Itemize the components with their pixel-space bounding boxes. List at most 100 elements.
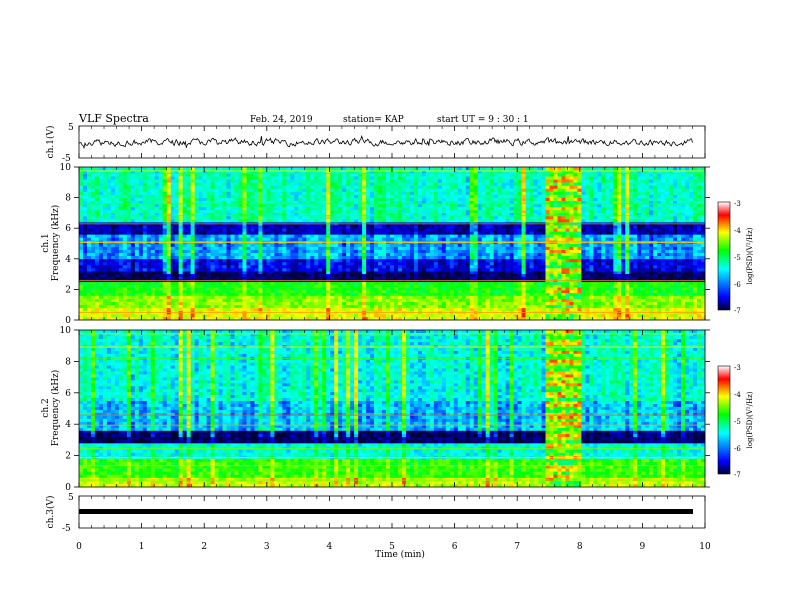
ch1-spectrogram-cell [266, 313, 271, 318]
ch1-spectrogram-cell [489, 298, 494, 302]
ch1-spectrogram-cell [114, 281, 120, 285]
ch1-spectrogram-cell [326, 287, 331, 291]
ch1-spectrogram-cell [162, 292, 168, 296]
ch1-spectrogram-cell [334, 271, 339, 275]
ch1-spectrogram-cell [533, 225, 538, 229]
ch1-spectrogram-cell [322, 225, 327, 229]
ch1-spectrogram-cell [609, 237, 614, 241]
ch1-spectrogram-cell [693, 271, 698, 275]
ch1-spectrogram-cell [246, 261, 251, 266]
ch1-spectrogram-cell [154, 290, 160, 294]
ch1-spectrogram-cell [573, 307, 578, 312]
ch1-spectrogram-cell [154, 234, 160, 238]
ch1-spectrogram-cell [102, 243, 108, 247]
ch1-spectrogram-cell [306, 252, 311, 257]
ch1-spectrogram-cell [405, 316, 411, 321]
ch1-spectrogram-cell [593, 276, 598, 280]
ch1-spectrogram-cell [250, 225, 255, 229]
ch1-spectrogram-cell [653, 243, 658, 247]
ch1-spectrogram-cell [401, 290, 407, 294]
ch1-spectrogram-cell [214, 252, 219, 257]
ch1-spectrogram-cell [354, 284, 359, 288]
ch1-spectrogram-cell [561, 281, 566, 285]
ch1-spectrogram-cell [457, 228, 463, 232]
ch1-spectrogram-cell [525, 246, 530, 250]
ch1-spectrogram-cell [230, 298, 235, 302]
ch1-spectrogram-cell [186, 313, 191, 318]
ch1-spectrogram-cell [649, 316, 654, 321]
ch1-spectrogram-cell [214, 261, 219, 266]
ch1-spectrogram-cell [102, 281, 108, 285]
ch1-spectrogram-cell [397, 252, 403, 257]
ch1-spectrogram-cell [214, 255, 219, 260]
ch1-spectrogram-cell [154, 231, 160, 235]
ch1-spectrogram-cell [517, 231, 522, 235]
ch1-spectrogram-cell [685, 295, 690, 299]
ch1-spectrogram-cell [657, 258, 662, 263]
ch1-spectrogram-cell [637, 255, 642, 260]
ch1-spectrogram-cell [565, 228, 570, 232]
ch1-spectrogram-cell [302, 234, 307, 238]
ch1-spectrogram-cell [517, 228, 522, 232]
ch1-spectrogram-cell [645, 237, 650, 241]
ch1-spectrogram-cell [182, 273, 187, 277]
ch1-spectrogram-cell [525, 273, 530, 277]
ch1-spectrogram-cell [433, 246, 439, 250]
ch1-spectrogram-cell [549, 287, 554, 291]
ch1-spectrogram-cell [182, 313, 187, 318]
ch1-spectrogram-cell [358, 284, 363, 288]
ch1-spectrogram-cell [86, 304, 92, 309]
ch1-spectrogram-cell [174, 295, 179, 299]
ch1-spectrogram-cell [617, 292, 622, 296]
ch1-spectrogram-cell [290, 252, 295, 257]
ch1-spectrogram-cell [637, 292, 642, 296]
ch1-spectrogram-cell [318, 246, 323, 250]
ch1-spectrogram-cell [425, 281, 431, 285]
ch1-spectrogram-cell [366, 290, 371, 294]
ch1-spectrogram-cell [274, 290, 279, 294]
ch1-spectrogram-cell [90, 301, 96, 305]
ch1-spectrogram-cell [162, 255, 168, 260]
ch1-spectrogram-cell [150, 261, 156, 266]
ch1-spectrogram-cell [673, 271, 678, 275]
ch1-spectrogram-cell [246, 231, 251, 235]
ch1-spectrogram-cell [653, 255, 658, 260]
ch1-spectrogram-cell [617, 276, 622, 280]
ch1-spectrogram-cell [286, 249, 291, 253]
ch1-spectrogram-cell [270, 281, 275, 285]
ch1-spectrogram-cell [585, 298, 590, 302]
ch1-spectrogram-cell [206, 304, 211, 309]
ch1-spectrogram-cell [254, 225, 259, 229]
ch1-spectrogram-cell [322, 307, 327, 312]
ch1-spectrogram-cell [425, 228, 431, 232]
ch1-spectrogram-cell [413, 255, 419, 260]
ch1-spectrogram-cell [122, 252, 128, 257]
ch1-spectrogram-cell [573, 316, 578, 321]
ch1-spectrogram-cell [393, 287, 399, 291]
ch1-spectrogram-cell [370, 298, 375, 302]
ch1-spectrogram-cell [286, 276, 291, 280]
ch1-spectrogram-cell [254, 264, 259, 269]
ch1-spectrogram-cell [637, 284, 642, 288]
ch1-spectrogram-cell [657, 252, 662, 257]
ch1-spectrogram-cell [94, 298, 100, 302]
ch1-spectrogram-cell [274, 243, 279, 247]
ch1-spectrogram-cell [382, 284, 387, 288]
ch1-spectrogram-cell [445, 271, 451, 275]
ch1-spectrogram-cell [641, 290, 646, 294]
ch1-spectrogram-cell [182, 281, 187, 285]
ch1-spectrogram-cell [657, 316, 662, 321]
ch1-spectrogram-cell [489, 252, 494, 257]
ch1-spectrogram-cell [517, 255, 522, 260]
ch1-spectrogram-cell [609, 243, 614, 247]
ch1-spectrogram-cell [238, 292, 243, 296]
ch1-spectrogram-cell [382, 267, 387, 272]
ch1-spectrogram-cell [390, 304, 395, 309]
ch1-spectrogram-cell [106, 231, 112, 235]
ch1-spectrogram-cell [370, 281, 375, 285]
ch1-spectrogram-cell [82, 290, 88, 294]
ch1-spectrogram-cell [405, 246, 411, 250]
ch1-spectrogram-cell [182, 237, 187, 241]
ch1-spectrogram-cell [701, 298, 706, 302]
ch1-spectrogram-cell [597, 237, 602, 241]
